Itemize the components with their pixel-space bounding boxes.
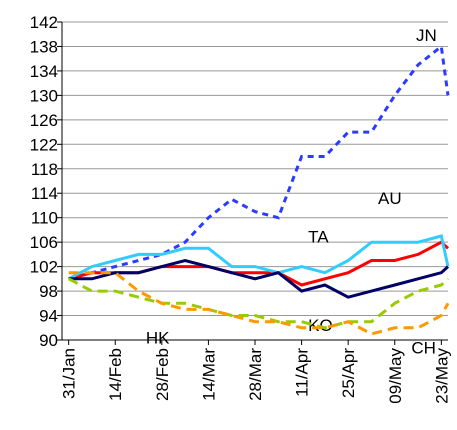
x-tick-label: 11/Apr	[293, 348, 312, 397]
x-tick-label: 14/Feb	[106, 348, 125, 401]
y-tick-label: 98	[39, 282, 58, 301]
y-tick-label: 126	[30, 111, 58, 130]
line-series	[68, 234, 450, 281]
series-label: CH	[411, 339, 436, 358]
x-tick-label: 23/May	[432, 348, 451, 404]
line-series	[68, 43, 450, 281]
y-tick-label: 122	[30, 135, 58, 154]
x-tick-label: 28/Feb	[153, 348, 172, 401]
series-label: TA	[308, 228, 329, 247]
x-tick-label: 28/Mar	[246, 348, 265, 401]
y-tick-label: 134	[30, 62, 58, 81]
y-tick-label: 94	[39, 307, 58, 326]
y-tick-label: 114	[31, 184, 58, 203]
y-tick-label: 110	[31, 209, 58, 228]
y-tick-label: 130	[30, 86, 58, 105]
y-tick-label: 106	[30, 233, 58, 252]
series-label: AU	[378, 189, 402, 208]
y-tick-label: 102	[30, 258, 58, 277]
series-label: JN	[416, 26, 437, 45]
y-tick-label: 118	[31, 160, 58, 179]
y-tick-label: 142	[30, 13, 58, 32]
y-tick-label: 90	[39, 331, 58, 350]
y-tick-label: 138	[30, 37, 58, 56]
x-tick-label: 31/Jan	[60, 348, 79, 399]
x-tick-label: 14/Mar	[199, 348, 218, 401]
line-series	[68, 258, 450, 299]
series-label: HK	[146, 328, 170, 347]
line-series	[67, 277, 450, 330]
x-tick-label: 25/Apr	[339, 348, 358, 398]
line-series	[68, 271, 450, 336]
x-tick-label: 09/May	[386, 348, 405, 404]
